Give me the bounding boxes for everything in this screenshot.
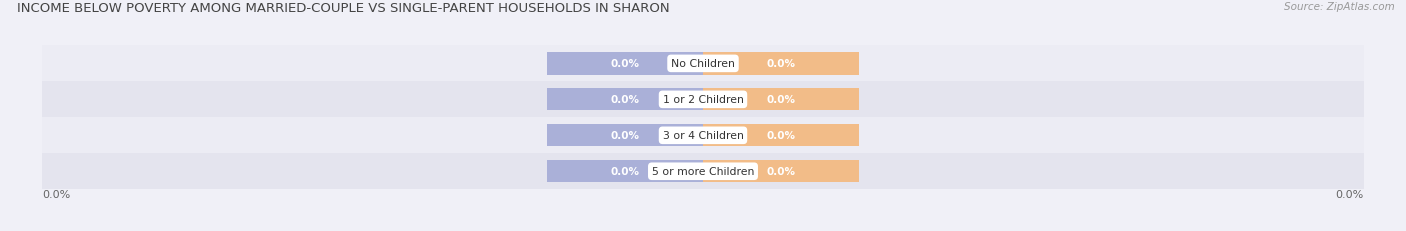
Bar — [703, 89, 859, 111]
Bar — [703, 160, 859, 183]
Text: Source: ZipAtlas.com: Source: ZipAtlas.com — [1284, 2, 1395, 12]
Text: 0.0%: 0.0% — [610, 59, 640, 69]
Bar — [703, 53, 859, 75]
Text: 0.0%: 0.0% — [42, 189, 70, 199]
Text: 1 or 2 Children: 1 or 2 Children — [662, 95, 744, 105]
Bar — [547, 89, 703, 111]
Bar — [703, 125, 859, 147]
Bar — [547, 53, 703, 75]
Bar — [547, 125, 703, 147]
Text: 0.0%: 0.0% — [610, 95, 640, 105]
Bar — [42, 118, 1364, 154]
Text: 0.0%: 0.0% — [1336, 189, 1364, 199]
Text: INCOME BELOW POVERTY AMONG MARRIED-COUPLE VS SINGLE-PARENT HOUSEHOLDS IN SHARON: INCOME BELOW POVERTY AMONG MARRIED-COUPL… — [17, 2, 669, 15]
Text: 0.0%: 0.0% — [766, 95, 796, 105]
Text: 0.0%: 0.0% — [766, 131, 796, 141]
Text: No Children: No Children — [671, 59, 735, 69]
Bar — [42, 46, 1364, 82]
Text: 0.0%: 0.0% — [610, 167, 640, 176]
Text: 5 or more Children: 5 or more Children — [652, 167, 754, 176]
Text: 3 or 4 Children: 3 or 4 Children — [662, 131, 744, 141]
Text: 0.0%: 0.0% — [766, 167, 796, 176]
Bar — [42, 154, 1364, 189]
Text: 0.0%: 0.0% — [610, 131, 640, 141]
Text: 0.0%: 0.0% — [766, 59, 796, 69]
Bar — [547, 160, 703, 183]
Bar — [42, 82, 1364, 118]
